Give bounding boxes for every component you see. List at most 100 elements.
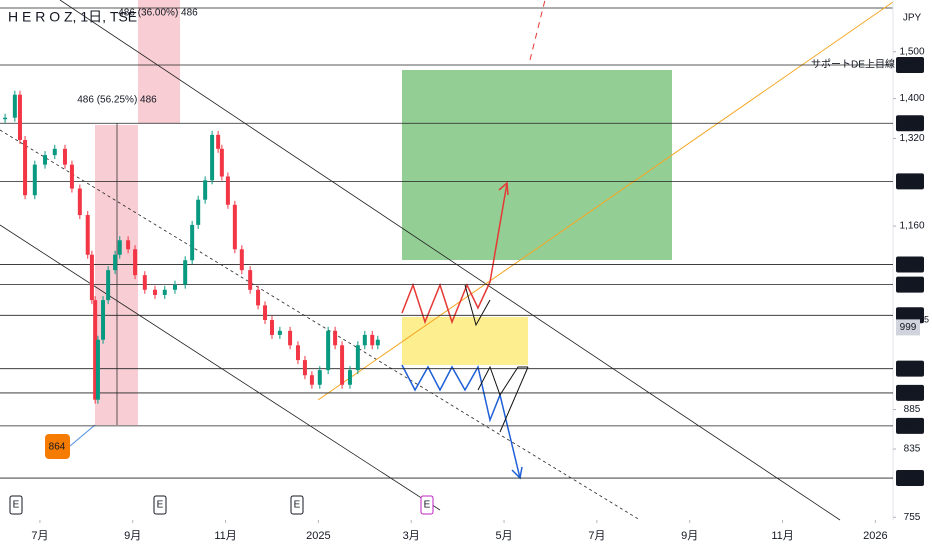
candle (69, 164, 74, 189)
candle (85, 215, 90, 255)
candle (142, 275, 147, 290)
candle (302, 360, 307, 376)
candle (210, 134, 215, 181)
price-box (896, 319, 920, 336)
candle (333, 330, 338, 346)
x-tick-label: 2026 (863, 530, 887, 542)
level-label: 1,064 (897, 279, 922, 290)
candle (52, 148, 57, 156)
event-box (153, 495, 167, 515)
candle (183, 260, 188, 285)
mid-line (0, 129, 641, 521)
badge (45, 434, 70, 459)
candle (317, 370, 322, 385)
y-tick-label: 1,500 (899, 46, 924, 57)
x-tick-label: 7月 (31, 530, 48, 542)
bull-path (401, 182, 508, 325)
annotation: E (157, 500, 164, 511)
black-path (464, 284, 491, 327)
level-box (896, 470, 924, 487)
x-tick-label: 7月 (588, 530, 605, 542)
level-label: 940 (902, 363, 919, 374)
support-line (317, 1, 894, 401)
candle (117, 240, 122, 255)
level-label: 907 (902, 388, 919, 399)
measure-range (95, 125, 138, 425)
candle (153, 289, 158, 295)
level-label: 1,239 (897, 176, 922, 187)
candle (190, 224, 195, 261)
candle (256, 289, 261, 306)
candle (263, 305, 268, 320)
candle (162, 289, 167, 295)
candle (12, 94, 17, 118)
candle (133, 249, 138, 276)
price-label: 999 (900, 322, 917, 333)
y-tick-label: 1,160 (899, 221, 924, 232)
level-label: 1,096 (897, 259, 922, 270)
x-tick-label: 9月 (124, 530, 141, 542)
candle (126, 240, 131, 250)
target-zone (402, 70, 672, 260)
candle (362, 334, 367, 346)
annotation: E (424, 500, 431, 511)
y-tick-label: 1,320 (899, 133, 924, 144)
candle (288, 330, 293, 346)
entry-zone (402, 317, 528, 365)
channel-line (0, 224, 441, 511)
candle (225, 176, 230, 205)
level-label: 864 (902, 420, 919, 431)
candle (32, 164, 37, 196)
candle (232, 204, 237, 250)
level-label: 1,350 (897, 118, 922, 129)
event-box (420, 495, 434, 515)
candle (93, 300, 98, 400)
candle (375, 339, 380, 346)
candle (326, 330, 331, 371)
candle (277, 330, 282, 335)
candle (269, 319, 274, 335)
level-box (896, 384, 924, 401)
level-label: 1,017 (897, 310, 922, 321)
black-path (499, 366, 529, 433)
level-box (896, 256, 924, 273)
annotation: サポートDE上目線 (811, 58, 895, 71)
candle (347, 370, 352, 385)
level-box (896, 417, 924, 434)
candle (219, 148, 224, 177)
candle (77, 188, 82, 216)
candle (239, 249, 244, 271)
annotation: E (294, 500, 301, 511)
x-tick-label: 11月 (214, 530, 236, 542)
candle (23, 139, 28, 196)
channel-line (59, 0, 841, 521)
candle (216, 134, 221, 149)
black-path (477, 365, 528, 397)
candle (340, 345, 345, 385)
y-tick-label: 835 (904, 444, 921, 455)
candle (95, 339, 100, 400)
candle (43, 155, 48, 165)
candle (172, 284, 177, 290)
event-box (9, 495, 23, 515)
candle (89, 254, 94, 301)
candle (295, 345, 300, 361)
annotation: 864 (49, 442, 66, 453)
level-box (896, 173, 924, 190)
x-tick-label: 5月 (495, 530, 512, 542)
level-box (896, 276, 924, 293)
annotation: 486 (56.25%) 486 (77, 95, 157, 106)
level-label: 1,471 (897, 60, 922, 71)
x-tick-label: 2025 (306, 530, 330, 542)
y-tick-label: 1,400 (899, 93, 924, 104)
measure-range (138, 0, 180, 123)
y-tick-label: 885 (904, 404, 921, 415)
annotation: E (13, 500, 20, 511)
candle (309, 375, 314, 385)
arrow-head (498, 181, 509, 196)
annotation: 486 (36.00%) 486 (118, 8, 198, 19)
currency: JPY (903, 13, 922, 24)
level-box (896, 307, 924, 324)
x-tick-label: 3月 (403, 530, 420, 542)
